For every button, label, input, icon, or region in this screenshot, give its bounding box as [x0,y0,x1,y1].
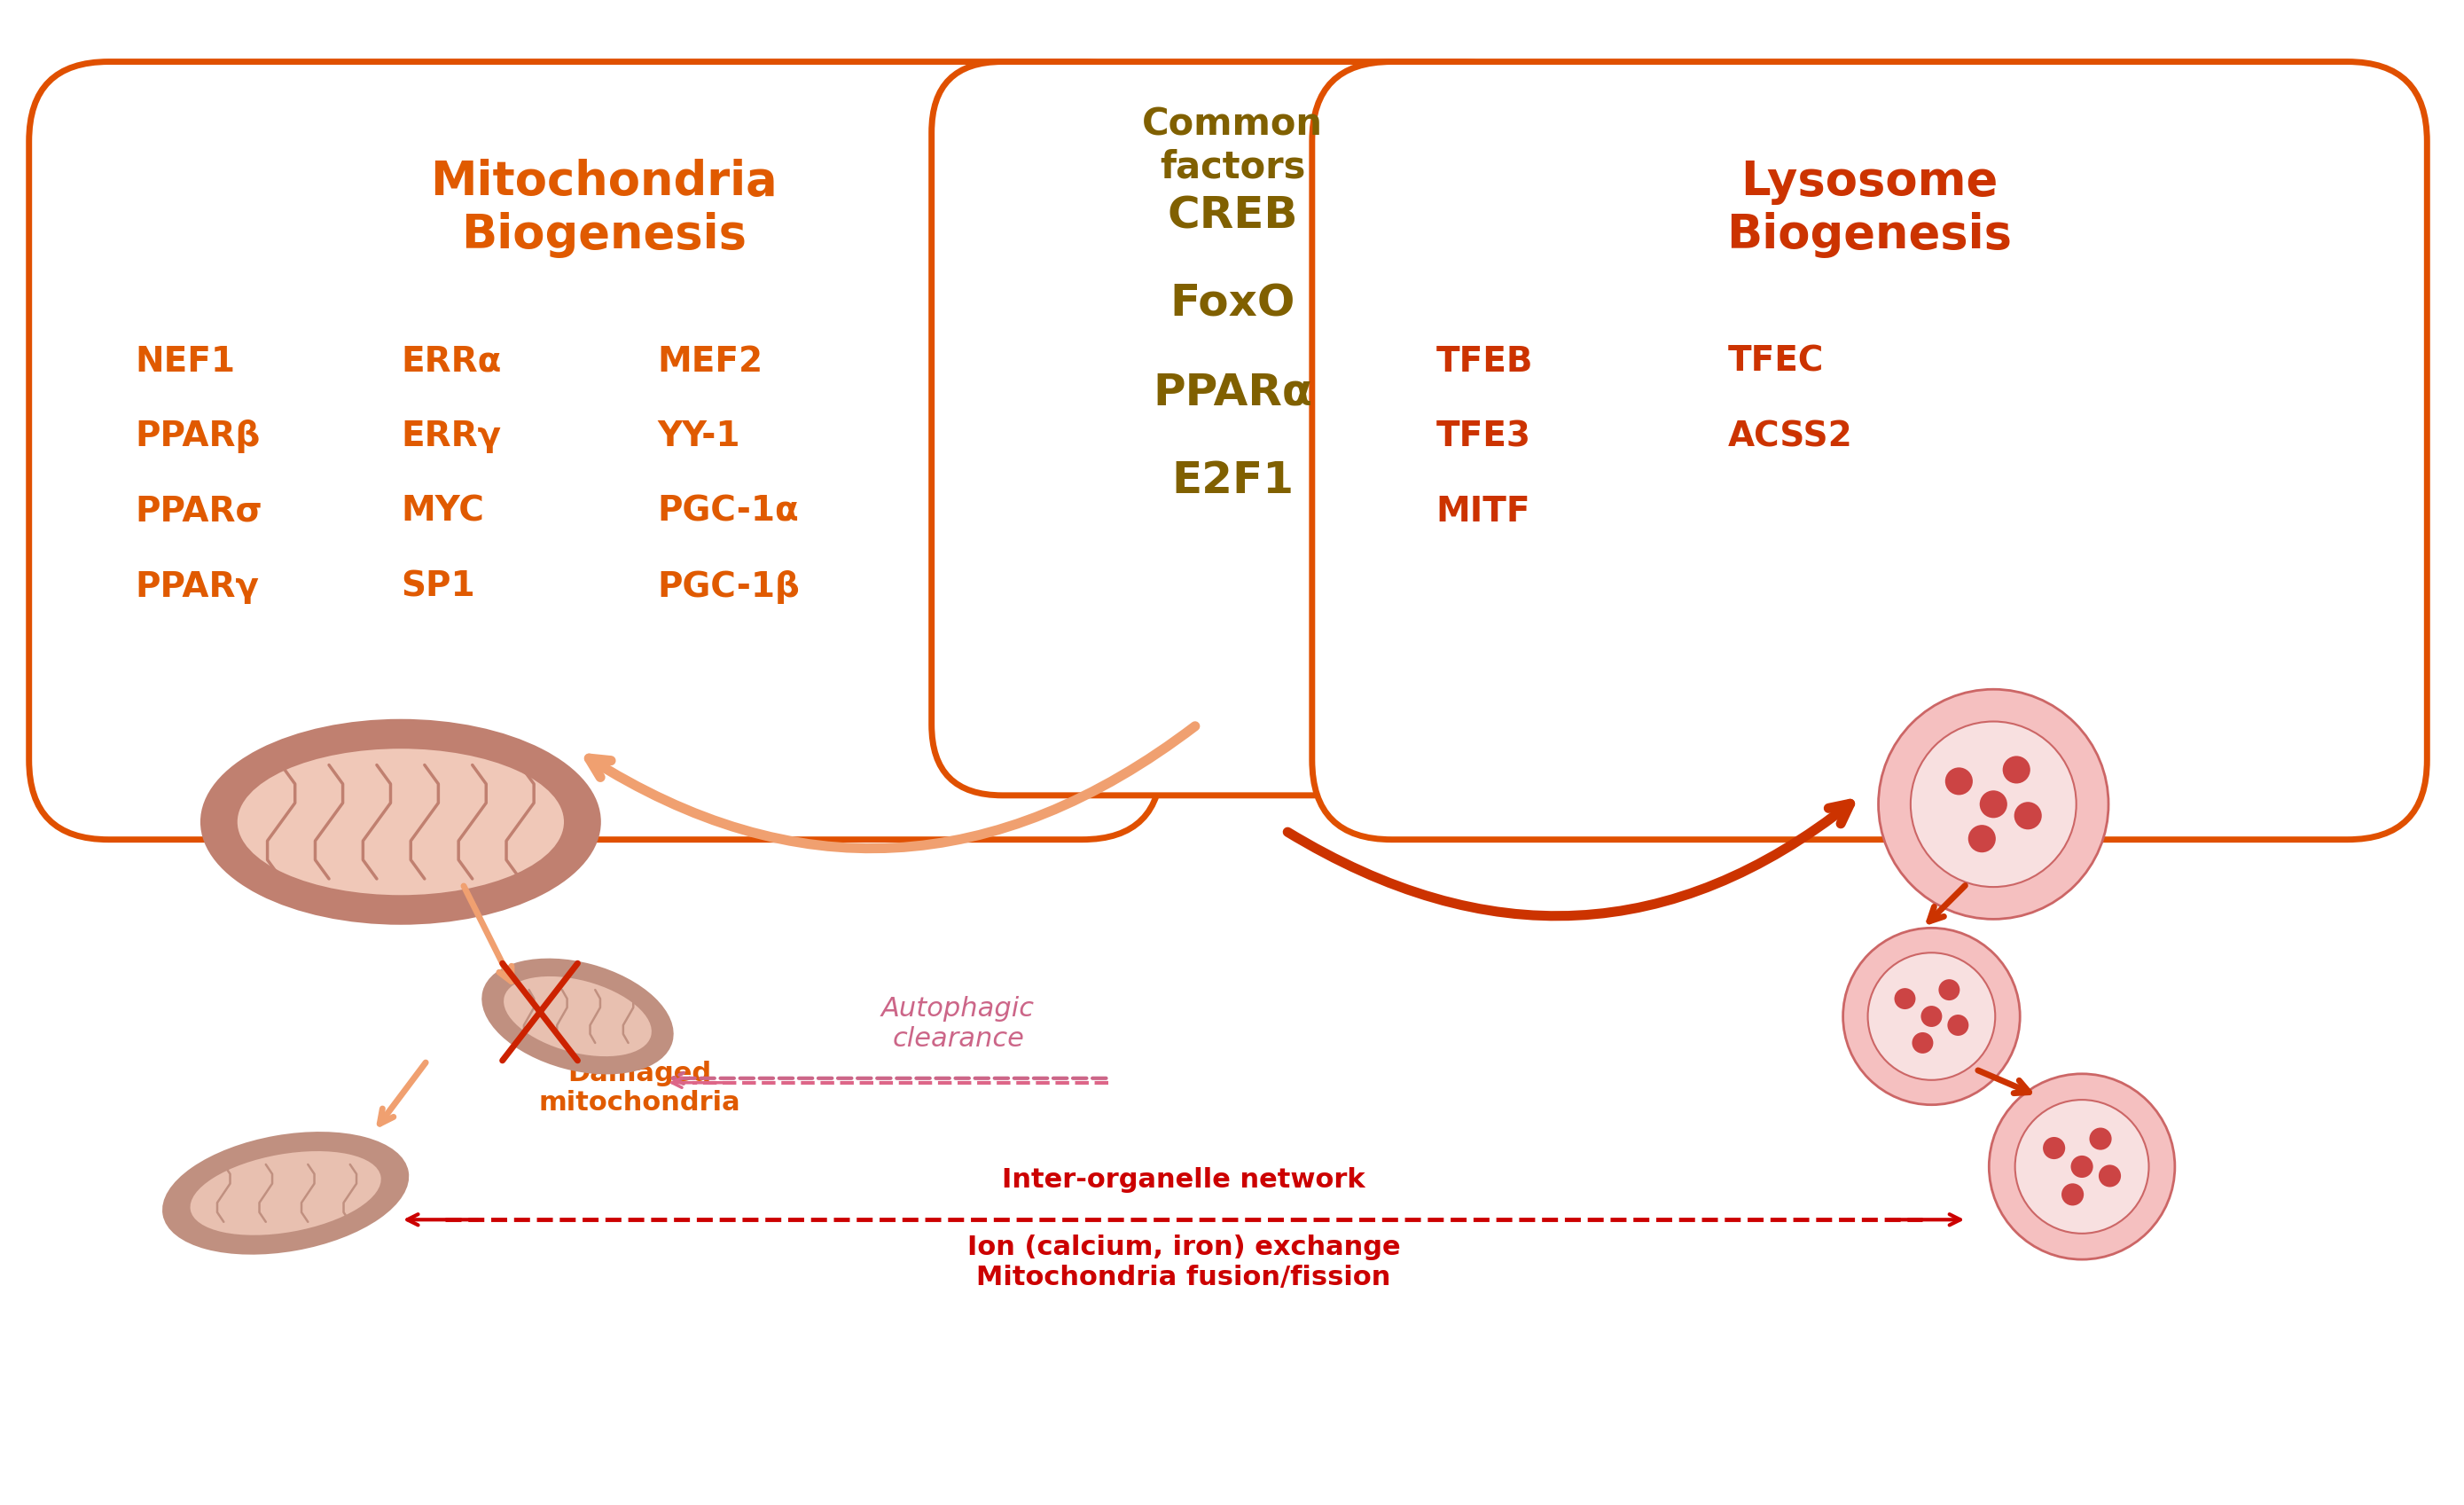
FancyBboxPatch shape [30,62,1161,840]
Circle shape [1939,980,1959,1001]
Text: YY-1: YY-1 [658,420,739,453]
FancyArrowPatch shape [1289,804,1850,917]
Ellipse shape [190,1151,382,1236]
Circle shape [1910,721,2077,886]
Text: E2F1: E2F1 [1170,459,1294,503]
Text: Mitochondria
Biogenesis: Mitochondria Biogenesis [431,160,779,259]
Text: TFEC: TFEC [1727,345,1823,378]
Circle shape [1947,1014,1969,1035]
Circle shape [2062,1183,2085,1206]
Text: SP1: SP1 [402,570,476,604]
Text: Common
factors: Common factors [1141,105,1323,187]
Text: PPARγ: PPARγ [136,570,259,604]
Text: PPARα: PPARα [1153,372,1313,414]
Circle shape [2043,1136,2065,1159]
Text: PPARβ: PPARβ [136,420,261,453]
Circle shape [1969,825,1996,852]
Text: PGC-1β: PGC-1β [658,570,801,604]
Text: FoxO: FoxO [1170,283,1296,325]
FancyArrowPatch shape [589,725,1195,849]
Circle shape [1878,689,2109,920]
Text: TFEB: TFEB [1437,345,1533,378]
Text: Lysosome
Biogenesis: Lysosome Biogenesis [1727,160,2013,259]
Text: PPARσ: PPARσ [136,495,264,528]
Text: Damaged
mitochondria: Damaged mitochondria [540,1061,742,1117]
Circle shape [2099,1165,2122,1187]
Circle shape [2003,756,2030,784]
Ellipse shape [503,977,650,1057]
Circle shape [1843,929,2020,1105]
Circle shape [1895,989,1915,1010]
Text: CREB: CREB [1168,194,1299,236]
Circle shape [2016,1100,2149,1234]
Text: Autophagic
clearance: Autophagic clearance [882,996,1035,1052]
Text: NEF1: NEF1 [136,345,237,378]
Text: Inter-organelle network: Inter-organelle network [1003,1168,1365,1193]
Circle shape [1988,1075,2176,1260]
Text: TFE3: TFE3 [1437,420,1530,453]
Ellipse shape [163,1133,409,1254]
Circle shape [1922,1005,1942,1026]
Circle shape [2013,802,2043,829]
Text: ERRα: ERRα [402,345,500,378]
Ellipse shape [483,959,673,1073]
Circle shape [1912,1032,1934,1054]
Text: MYC: MYC [402,495,483,528]
Text: ERRγ: ERRγ [402,420,500,453]
Circle shape [2089,1127,2112,1150]
Circle shape [1979,790,2008,819]
FancyBboxPatch shape [1313,62,2427,840]
Ellipse shape [237,748,564,895]
Text: ACSS2: ACSS2 [1727,420,1853,453]
Text: MITF: MITF [1437,495,1530,528]
Text: Ion (calcium, iron) exchange
Mitochondria fusion/fission: Ion (calcium, iron) exchange Mitochondri… [968,1236,1400,1290]
Text: PGC-1α: PGC-1α [658,495,798,528]
Circle shape [2070,1156,2092,1178]
Circle shape [1868,953,1996,1081]
Circle shape [1944,768,1974,795]
Ellipse shape [202,721,599,924]
Text: MEF2: MEF2 [658,345,764,378]
FancyBboxPatch shape [931,62,1533,795]
